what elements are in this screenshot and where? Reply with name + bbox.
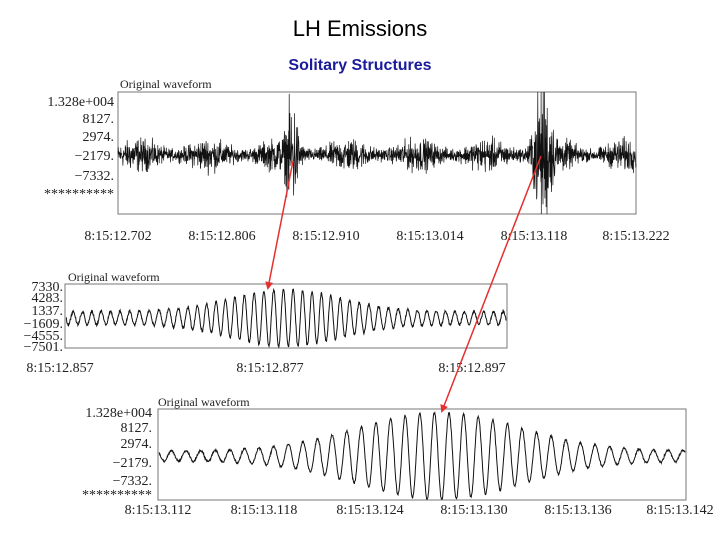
panel-overview-y-tick: −7332. bbox=[75, 169, 114, 184]
panel-zoom-2-y-tick: 1.328e+004 bbox=[85, 406, 152, 421]
panel-overview: Original waveform 1.328e+004 8127. 2974. −2… bbox=[44, 77, 670, 244]
panel-overview-y-tick: −2179. bbox=[75, 149, 114, 164]
panel-overview-x-tick: 8:15:12.702 bbox=[84, 229, 151, 244]
panel-zoom-1-y-tick: −4555. bbox=[24, 329, 63, 344]
panel-zoom-2-y-tick: 8127. bbox=[121, 421, 153, 436]
panel-overview-x-tick: 8:15:12.910 bbox=[292, 229, 359, 244]
panel-zoom-1-x-tick: 8:15:12.857 bbox=[26, 361, 93, 376]
panel-zoom-2-trace bbox=[158, 411, 686, 500]
arrow-to-zoom-1 bbox=[265, 160, 294, 290]
panel-overview-x-tick: 8:15:13.118 bbox=[501, 229, 568, 244]
panel-overview-y-tick: 2974. bbox=[83, 130, 115, 145]
panel-zoom-1-y-tick: −7501. bbox=[24, 340, 63, 355]
panel-zoom-1-x-tick: 8:15:12.897 bbox=[438, 361, 505, 376]
arrow-to-zoom-2 bbox=[440, 155, 542, 413]
panel-zoom-2-y-tick: −7332. bbox=[113, 474, 152, 489]
panel-zoom-2-x-tick: 8:15:13.112 bbox=[125, 503, 192, 518]
panel-zoom-2-x-tick: 8:15:13.130 bbox=[440, 503, 507, 518]
panel-zoom-1-y-tick: 1337. bbox=[32, 304, 64, 319]
panel-zoom-2-x-tick: 8:15:13.136 bbox=[544, 503, 611, 518]
panel-zoom-2-title: Original waveform bbox=[158, 395, 250, 409]
panel-overview-y-tick: ********** bbox=[44, 187, 114, 202]
panel-overview-title: Original waveform bbox=[120, 77, 212, 91]
slide-title: LH Emissions bbox=[292, 16, 428, 41]
panel-zoom-2-x-tick: 8:15:13.118 bbox=[231, 503, 298, 518]
slide-subtitle: Solitary Structures bbox=[288, 57, 432, 74]
panel-zoom-1: Original waveform 7330.4283.1337.−1609.−… bbox=[24, 270, 508, 376]
panel-zoom-1-y-tick: −1609. bbox=[24, 317, 63, 332]
panel-zoom-2-frame bbox=[157, 408, 687, 501]
panel-zoom-2-y-tick: −2179. bbox=[113, 456, 152, 471]
panel-overview-y-tick: 8127. bbox=[83, 112, 115, 127]
panel-zoom-1-trace bbox=[65, 287, 507, 349]
panel-overview-x-tick: 8:15:13.222 bbox=[602, 229, 669, 244]
panel-zoom-1-y-tick: 4283. bbox=[32, 291, 64, 306]
panel-overview-trace bbox=[117, 91, 637, 215]
panel-zoom-1-x-tick: 8:15:12.877 bbox=[236, 361, 303, 376]
panel-zoom-1-frame bbox=[64, 283, 508, 349]
panel-zoom-2-y-tick: ********** bbox=[82, 488, 152, 503]
panel-zoom-2-y-tick: 2974. bbox=[121, 437, 153, 452]
panel-zoom-1-title: Original waveform bbox=[68, 270, 160, 284]
panel-overview-y-tick: 1.328e+004 bbox=[47, 95, 114, 110]
panel-overview-x-tick: 8:15:13.014 bbox=[396, 229, 463, 244]
panel-zoom-2-x-tick: 8:15:13.142 bbox=[646, 503, 713, 518]
panel-overview-x-tick: 8:15:12.806 bbox=[188, 229, 255, 244]
panel-zoom-2-x-tick: 8:15:13.124 bbox=[336, 503, 403, 518]
panel-zoom-1-y-tick: 7330. bbox=[32, 280, 64, 295]
